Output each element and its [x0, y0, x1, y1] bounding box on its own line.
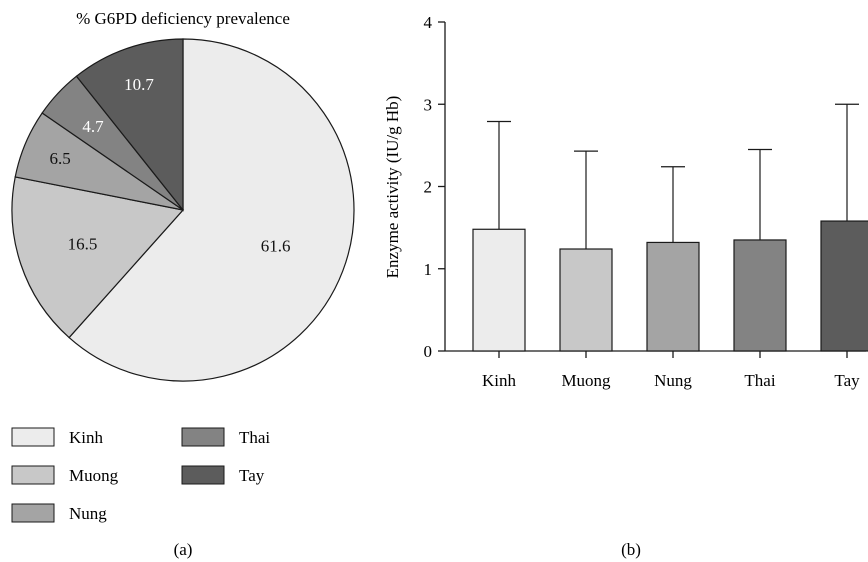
- legend-swatch-muong: [11, 465, 55, 485]
- legend-label-kinh: Kinh: [69, 428, 104, 447]
- y-tick-label: 3: [424, 95, 433, 114]
- bar-muong: [559, 248, 613, 352]
- pie-slice-labels: 61.6 16.5 6.5 4.7 10.7: [49, 75, 290, 255]
- y-tick-label: 4: [424, 13, 433, 32]
- bars: [472, 103, 868, 352]
- y-tick-label: 0: [424, 342, 433, 361]
- panel-label-b: (b): [621, 540, 641, 559]
- pie-label-muong: 16.5: [68, 235, 98, 254]
- x-tick-label-muong: Muong: [561, 371, 611, 390]
- y-axis-label: Enzyme activity (IU/g Hb): [383, 96, 402, 279]
- pie-label-thai: 4.7: [82, 117, 104, 136]
- panel-label-a: (a): [174, 540, 193, 559]
- pie-title: % G6PD deficiency prevalence: [76, 9, 290, 28]
- pie-slice-tay: [75, 38, 184, 212]
- pie-slice-kinh: [68, 38, 355, 382]
- legend-swatch-thai: [181, 427, 225, 447]
- x-tick-label-nung: Nung: [654, 371, 692, 390]
- y-tick-label: 2: [424, 178, 433, 197]
- pie-slice-muong: [11, 176, 185, 339]
- bar-nung: [646, 241, 700, 352]
- bar-tay: [820, 220, 868, 352]
- x-tick-label-kinh: Kinh: [482, 371, 517, 390]
- pie-label-nung: 6.5: [49, 149, 70, 168]
- pie-slices: [11, 38, 355, 382]
- bar-thai: [733, 239, 787, 352]
- y-tick-label: 1: [424, 260, 433, 279]
- bar-chart-panel: 0 1 2 3 4 Kinh Muong Nung Thai Tay Enzyme activi…: [383, 13, 868, 559]
- legend-label-thai: Thai: [239, 428, 270, 447]
- pie-chart-panel: % G6PD deficiency prevalence 61.6 16.5 6.5…: [11, 9, 355, 559]
- legend-label-nung: Nung: [69, 504, 107, 523]
- pie-legend: Kinh Thai Muong Tay Nung: [11, 427, 270, 523]
- legend-label-muong: Muong: [69, 466, 119, 485]
- x-tick-label-thai: Thai: [744, 371, 775, 390]
- pie-label-kinh: 61.6: [261, 236, 291, 255]
- x-tick-labels: Kinh Muong Nung Thai Tay: [482, 371, 860, 390]
- legend-swatch-nung: [11, 503, 55, 523]
- bar-kinh: [472, 228, 526, 352]
- x-tick-label-tay: Tay: [834, 371, 860, 390]
- y-axis: 0 1 2 3 4: [424, 13, 446, 361]
- legend-swatch-kinh: [11, 427, 55, 447]
- legend-label-tay: Tay: [239, 466, 265, 485]
- x-axis: [445, 350, 866, 358]
- pie-label-tay: 10.7: [124, 75, 154, 94]
- legend-swatch-tay: [181, 465, 225, 485]
